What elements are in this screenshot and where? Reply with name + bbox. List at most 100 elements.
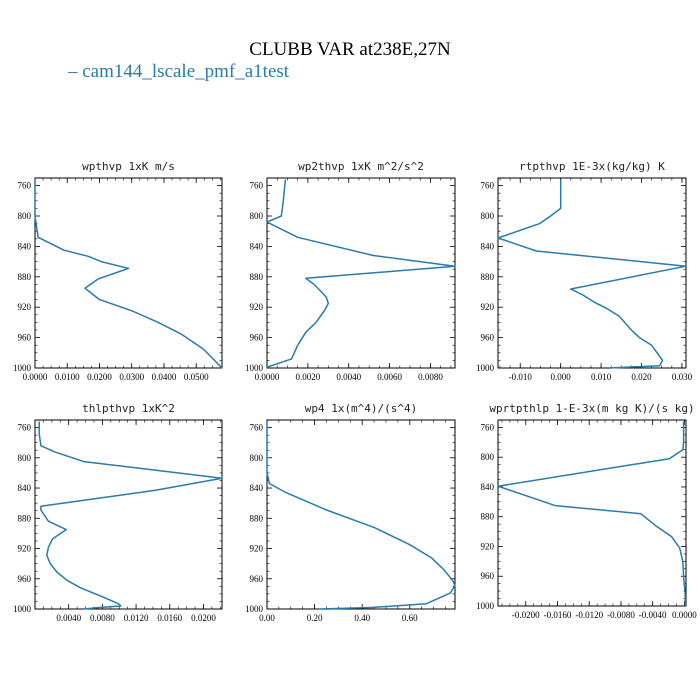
x-tick-label: -0.0040	[639, 610, 667, 620]
y-tick-label: 920	[250, 544, 264, 554]
x-tick-label: 0.0200	[191, 613, 216, 623]
chart-panel: wprtpthlp 1-E-3x(m kg K)/(s kg) 760 800 840…	[476, 402, 697, 620]
y-tick-label: 920	[481, 541, 495, 551]
y-tick-label: 1000	[476, 363, 495, 373]
y-tick-label: 1000	[245, 363, 264, 373]
series-line	[266, 179, 456, 368]
y-tick-label: 960	[250, 574, 264, 584]
y-tick-label: 960	[250, 333, 264, 343]
y-tick-label: 880	[250, 272, 264, 282]
y-tick-label: 800	[18, 211, 32, 221]
x-tick-label: 0.0500	[184, 372, 209, 382]
panel-grid: wpthvp 1xK m/s76080084088092096010000.00…	[13, 160, 697, 623]
x-tick-label: 0.020	[631, 372, 652, 382]
y-tick-label: 840	[250, 483, 264, 493]
x-tick-label: -0.0200	[512, 610, 540, 620]
x-tick-label: 0.0100	[55, 372, 80, 382]
plot-frame	[266, 177, 456, 369]
x-tick-label: 0.0020	[295, 372, 320, 382]
y-tick-label: 840	[481, 482, 495, 492]
series-line	[497, 179, 687, 369]
y-tick-label: 800	[481, 452, 495, 462]
x-tick-label: 0.0000	[672, 610, 697, 620]
y-tick-label: 960	[18, 574, 32, 584]
plot-frame	[497, 419, 687, 607]
x-tick-label: -0.010	[509, 372, 533, 382]
x-tick-label: -0.0080	[607, 610, 635, 620]
figure-title: CLUBB VAR at238E,27N	[249, 39, 451, 60]
y-tick-label: 840	[18, 483, 32, 493]
y-tick-label: 760	[481, 422, 495, 432]
series-line	[497, 421, 686, 606]
x-tick-label: -0.0160	[544, 610, 572, 620]
plot-frame	[34, 419, 223, 610]
x-tick-label: 0.0040	[336, 372, 361, 382]
y-tick-label: 840	[18, 241, 32, 251]
x-tick-label: 0.0060	[377, 372, 402, 382]
panel-title: wpthvp 1xK m/s	[82, 160, 175, 173]
plot-frame	[497, 177, 687, 369]
x-tick-label: 0.0300	[119, 372, 144, 382]
x-tick-label: 0.60	[402, 613, 418, 623]
y-tick-label: 800	[250, 453, 264, 463]
x-tick-label: 0.0080	[418, 372, 443, 382]
y-tick-label: 880	[250, 513, 264, 523]
y-tick-label: 760	[250, 423, 264, 433]
y-tick-label: 760	[18, 423, 32, 433]
y-tick-label: 880	[18, 272, 32, 282]
y-tick-label: 760	[481, 181, 495, 191]
x-tick-label: -0.0120	[575, 610, 603, 620]
y-tick-label: 920	[18, 302, 32, 312]
y-tick-label: 960	[481, 333, 495, 343]
panel-title: wp4 1x(m^4)/(s^4)	[305, 402, 418, 415]
y-tick-label: 1000	[13, 604, 32, 614]
y-tick-label: 920	[250, 302, 264, 312]
x-tick-label: 0.40	[354, 613, 370, 623]
y-tick-label: 880	[481, 272, 495, 282]
x-tick-label: 0.000	[551, 372, 572, 382]
panel-title: rtpthvp 1E-3x(kg/kg) K	[519, 160, 665, 173]
y-tick-label: 920	[18, 544, 32, 554]
chart-panel: wp4 1x(m^4)/(s^4)76080084088092096010000…	[245, 402, 456, 623]
y-tick-label: 880	[18, 513, 32, 523]
y-tick-label: 760	[18, 181, 32, 191]
chart-panel: thlpthvp 1xK^2 760 800 840 880 920 960 1000 0.00…	[13, 402, 223, 623]
x-tick-label: 0.010	[591, 372, 612, 382]
x-tick-label: 0.00	[259, 613, 275, 623]
legend-entry: – cam144_lscale_pmf_a1test	[67, 61, 290, 82]
y-tick-label: 800	[250, 211, 264, 221]
x-tick-label: 0.0120	[124, 613, 149, 623]
y-tick-label: 800	[18, 453, 32, 463]
y-tick-label: 920	[481, 302, 495, 312]
panel-title: wprtpthlp 1-E-3x(m kg K)/(s kg)	[489, 402, 694, 415]
y-tick-label: 880	[481, 512, 495, 522]
panel-title: thlpthvp 1xK^2	[82, 402, 175, 415]
x-tick-label: 0.0000	[23, 372, 48, 382]
series-line	[266, 421, 456, 610]
x-tick-label: 0.030	[672, 372, 693, 382]
plot-frame	[34, 177, 223, 369]
y-tick-label: 960	[481, 571, 495, 581]
panel-title: wp2thvp 1xK m^2/s^2	[298, 160, 424, 173]
y-tick-label: 840	[481, 241, 495, 251]
chart-panel: wp2thvp 1xK m^2/s^2 760 800 840 880 920 960 100…	[245, 160, 456, 382]
series-line	[34, 179, 223, 369]
y-tick-label: 1000	[476, 601, 495, 611]
y-tick-label: 1000	[245, 604, 264, 614]
y-tick-label: 840	[250, 241, 264, 251]
y-tick-label: 760	[250, 181, 264, 191]
x-tick-label: 0.0080	[90, 613, 115, 623]
y-tick-label: 1000	[13, 363, 32, 373]
x-tick-label: 0.0040	[56, 613, 81, 623]
chart-panel: wpthvp 1xK m/s 760 800 840 880 920 960 10000.00…	[13, 160, 223, 382]
chart-panel: rtpthvp 1E-3x(kg/kg) K 760 800 840 880 920 960…	[476, 160, 693, 382]
x-tick-label: 0.20	[307, 613, 323, 623]
x-tick-label: 0.0000	[255, 372, 280, 382]
x-tick-label: 0.0160	[157, 613, 182, 623]
y-tick-label: 960	[18, 333, 32, 343]
plot-frame	[266, 419, 456, 610]
y-tick-label: 800	[481, 211, 495, 221]
series-line	[38, 421, 223, 610]
x-tick-label: 0.0200	[87, 372, 112, 382]
